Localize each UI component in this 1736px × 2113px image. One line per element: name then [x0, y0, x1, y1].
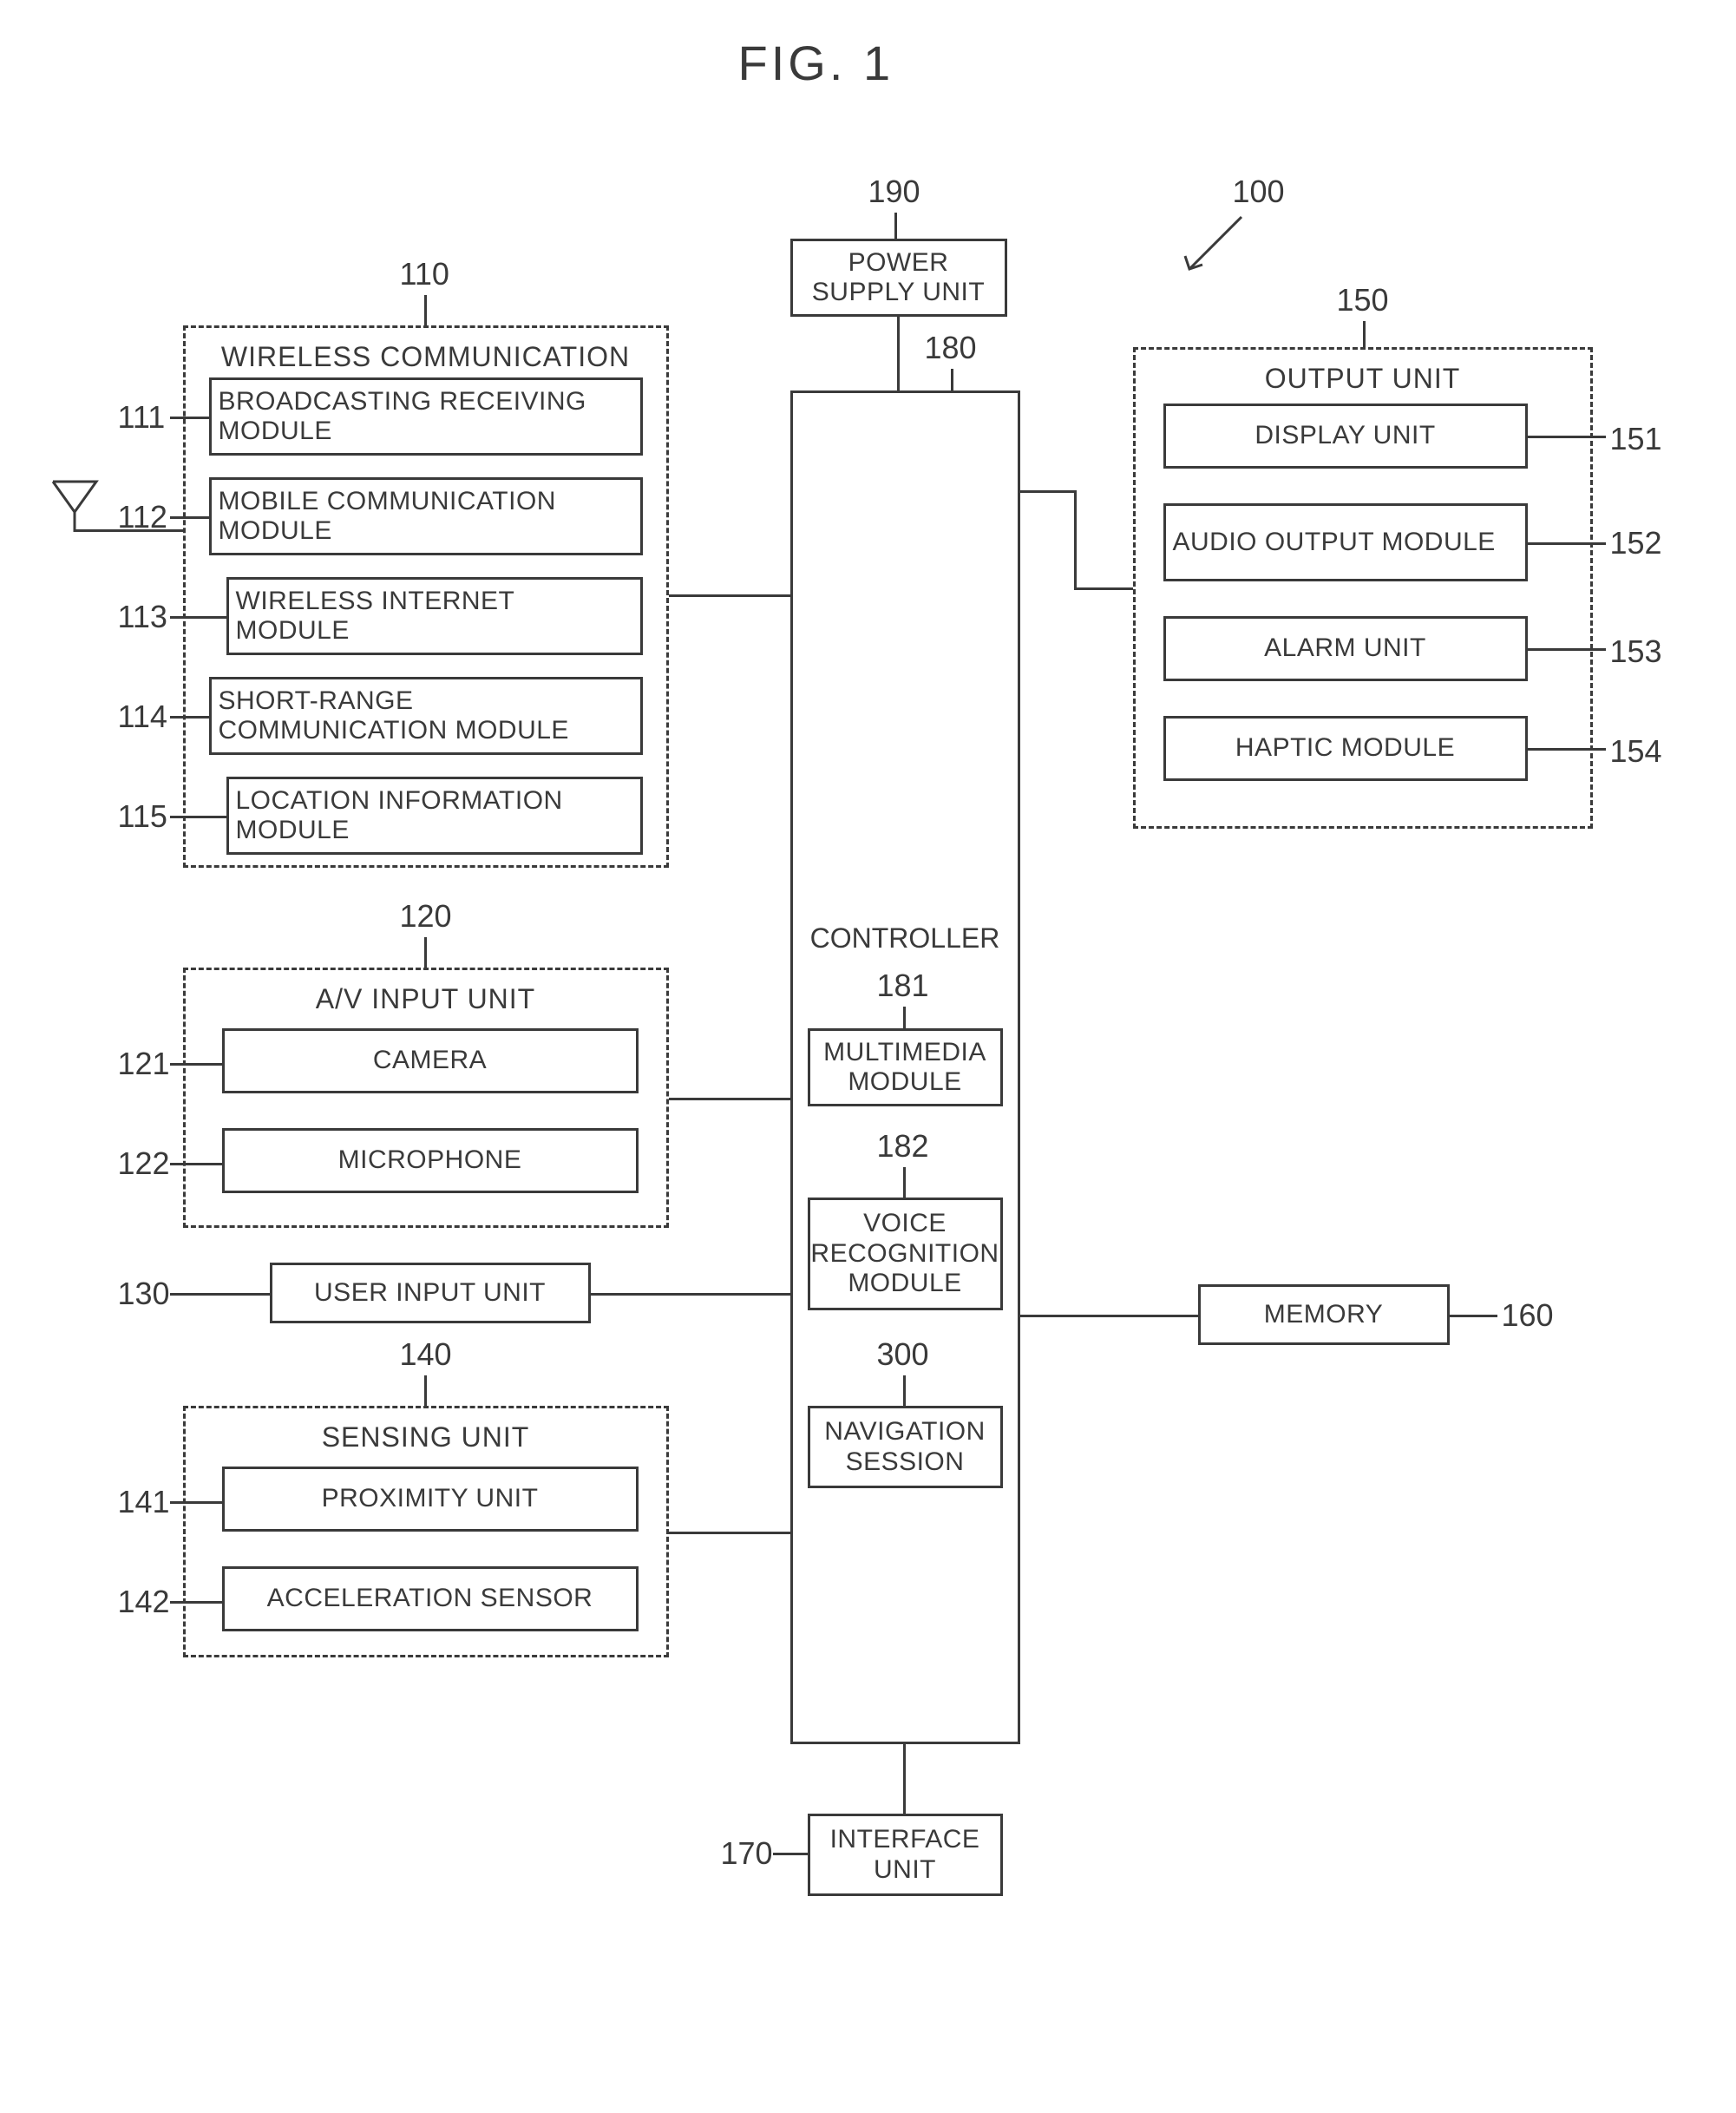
block-navigation: NAVIGATION SESSION — [808, 1406, 1003, 1488]
tick-140 — [424, 1375, 427, 1406]
block-wireless-internet: WIRELESS INTERNET MODULE — [226, 577, 643, 655]
conn-ctrl-mem — [1020, 1315, 1198, 1317]
tick-141 — [170, 1501, 222, 1504]
block-acceleration: ACCELERATION SENSOR — [222, 1566, 639, 1631]
block-memory: MEMORY — [1198, 1284, 1450, 1345]
ref-114: 114 — [118, 699, 167, 735]
conn-ctrl-output-v — [1074, 490, 1077, 590]
ref-100: 100 — [1233, 174, 1285, 210]
tick-300 — [903, 1375, 906, 1406]
tick-121 — [170, 1063, 222, 1066]
tick-182 — [903, 1167, 906, 1198]
conn-ctrl-output-h2 — [1074, 587, 1133, 590]
block-short-range: SHORT-RANGE COMMUNICATION MODULE — [209, 677, 643, 755]
conn-ctrl-output-h — [1020, 490, 1077, 493]
ref-181: 181 — [877, 968, 929, 1004]
ref-154: 154 — [1610, 733, 1662, 770]
tick-153 — [1528, 648, 1606, 651]
tick-110 — [424, 295, 427, 325]
block-interface: INTERFACE UNIT — [808, 1814, 1003, 1896]
block-display: DISPLAY UNIT — [1163, 404, 1528, 469]
tick-112 — [170, 516, 209, 519]
tick-190 — [894, 213, 897, 239]
tick-111 — [170, 417, 209, 419]
ref-111: 111 — [118, 399, 166, 436]
tick-150 — [1363, 321, 1366, 347]
tick-180 — [951, 369, 953, 390]
tick-154 — [1528, 748, 1606, 751]
ref-122: 122 — [118, 1145, 170, 1182]
ref-150: 150 — [1337, 282, 1389, 318]
tick-181 — [903, 1007, 906, 1028]
ref-152: 152 — [1610, 525, 1662, 561]
ref-141: 141 — [118, 1484, 170, 1520]
ref-151: 151 — [1610, 421, 1662, 457]
tick-160 — [1450, 1315, 1497, 1317]
ref-160: 160 — [1502, 1297, 1554, 1334]
conn-ctrl-interface — [903, 1744, 906, 1814]
ref-170: 170 — [721, 1835, 773, 1872]
tick-115 — [170, 816, 226, 818]
tick-114 — [170, 716, 209, 719]
ref-130: 130 — [118, 1276, 170, 1312]
antenna-icon — [44, 473, 105, 534]
tick-152 — [1528, 542, 1606, 545]
ref-190: 190 — [868, 174, 920, 210]
group-av-title: A/V INPUT UNIT — [186, 983, 666, 1015]
block-multimedia: MULTIMEDIA MODULE — [808, 1028, 1003, 1106]
group-output-title: OUTPUT UNIT — [1136, 363, 1590, 395]
diagram-canvas: FIG. 1 100 190 POWER SUPPLY UNIT 110 WIR… — [36, 35, 1701, 2074]
conn-antenna — [75, 529, 183, 532]
ref-300: 300 — [877, 1336, 929, 1373]
block-alarm: ALARM UNIT — [1163, 616, 1528, 681]
ref-153: 153 — [1610, 633, 1662, 670]
conn-120-ctrl — [669, 1098, 790, 1100]
tick-151 — [1528, 436, 1606, 438]
ref-113: 113 — [118, 599, 167, 635]
ref-115: 115 — [118, 798, 167, 835]
ref-140: 140 — [400, 1336, 452, 1373]
ref-180: 180 — [925, 330, 977, 366]
tick-130 — [170, 1293, 270, 1296]
conn-130-ctrl — [591, 1293, 790, 1296]
ref-121: 121 — [118, 1046, 170, 1082]
controller-label: CONTROLLER — [793, 922, 1018, 955]
group-sensing-title: SENSING UNIT — [186, 1421, 666, 1454]
tick-122 — [170, 1163, 222, 1165]
ref-182: 182 — [877, 1128, 929, 1165]
tick-120 — [424, 937, 427, 968]
block-audio-out: AUDIO OUTPUT MODULE — [1163, 503, 1528, 581]
block-voice-rec: VOICE RECOGNITION MODULE — [808, 1198, 1003, 1310]
block-haptic: HAPTIC MODULE — [1163, 716, 1528, 781]
figure-title: FIG. 1 — [738, 35, 894, 91]
ref-142: 142 — [118, 1584, 170, 1620]
block-location: LOCATION INFORMATION MODULE — [226, 777, 643, 855]
block-user-input: USER INPUT UNIT — [270, 1263, 591, 1323]
block-camera: CAMERA — [222, 1028, 639, 1093]
block-proximity: PROXIMITY UNIT — [222, 1467, 639, 1532]
conn-140-ctrl — [669, 1532, 790, 1534]
block-mobile-comm: MOBILE COMMUNICATION MODULE — [209, 477, 643, 555]
conn-power-controller — [897, 317, 900, 390]
conn-110-ctrl — [669, 594, 790, 597]
ref-110: 110 — [400, 256, 449, 292]
ref-120: 120 — [400, 898, 452, 935]
block-power-supply: POWER SUPPLY UNIT — [790, 239, 1007, 317]
block-broadcasting: BROADCASTING RECEIVING MODULE — [209, 377, 643, 456]
block-microphone: MICROPHONE — [222, 1128, 639, 1193]
tick-142 — [170, 1601, 222, 1604]
tick-170 — [773, 1853, 808, 1855]
arrow-100 — [1181, 208, 1250, 282]
tick-113 — [170, 616, 226, 619]
